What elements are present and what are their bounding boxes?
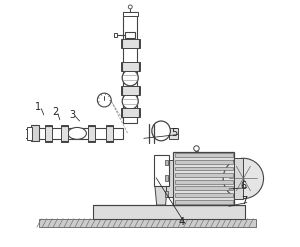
Bar — [175, 186, 233, 190]
Bar — [175, 160, 233, 164]
Bar — [93, 205, 245, 219]
Circle shape — [98, 93, 111, 107]
Text: 7: 7 — [241, 196, 247, 206]
Text: 6: 6 — [241, 182, 247, 191]
Polygon shape — [155, 186, 167, 205]
Bar — [25, 129, 27, 138]
Bar — [32, 128, 123, 139]
Ellipse shape — [122, 70, 138, 86]
Bar — [165, 160, 167, 165]
Ellipse shape — [152, 121, 170, 141]
Bar — [165, 175, 167, 181]
Bar — [123, 12, 138, 16]
Bar — [165, 191, 167, 197]
Bar — [39, 219, 256, 227]
Bar — [32, 125, 39, 141]
Bar — [121, 86, 140, 95]
Bar — [175, 173, 233, 177]
Bar — [27, 127, 32, 140]
Bar — [88, 125, 95, 142]
Circle shape — [194, 146, 199, 151]
Bar — [175, 200, 233, 204]
Text: 4: 4 — [179, 217, 185, 227]
Circle shape — [128, 5, 132, 9]
Bar — [169, 128, 178, 139]
Bar — [154, 155, 169, 186]
Bar — [234, 158, 243, 199]
Bar — [123, 12, 137, 124]
Bar — [121, 108, 140, 117]
Bar — [45, 125, 52, 142]
Bar — [121, 62, 140, 71]
Bar — [173, 152, 234, 205]
Text: 5: 5 — [172, 128, 178, 138]
Bar — [125, 32, 135, 38]
Circle shape — [223, 158, 263, 199]
Text: 1: 1 — [35, 103, 41, 112]
Bar — [114, 33, 117, 37]
Ellipse shape — [68, 127, 86, 139]
Bar — [61, 125, 68, 142]
Ellipse shape — [122, 93, 138, 109]
Bar — [175, 153, 233, 157]
Text: 3: 3 — [69, 110, 75, 120]
Bar — [121, 39, 140, 48]
Bar — [106, 125, 113, 142]
Text: 2: 2 — [52, 107, 58, 117]
Bar — [175, 193, 233, 197]
Bar — [166, 160, 173, 197]
Bar — [175, 166, 233, 170]
Bar — [175, 180, 233, 184]
